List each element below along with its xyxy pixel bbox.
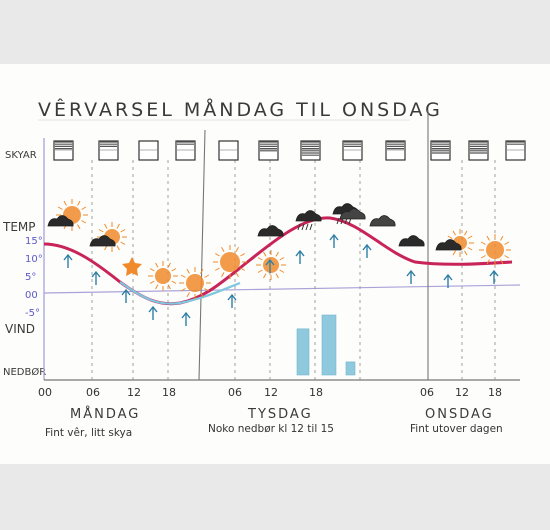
time-guides xyxy=(91,110,496,381)
label-precip: NEDBØR xyxy=(3,366,46,378)
cloud-icon xyxy=(339,208,366,220)
time-label: 00 xyxy=(38,386,52,399)
wind-arrow-icon xyxy=(227,293,237,308)
sky-boxes xyxy=(53,140,526,161)
time-label: 12 xyxy=(127,386,141,399)
sky-box xyxy=(342,140,363,161)
time-label: 06 xyxy=(420,386,434,399)
sky-box xyxy=(53,140,74,161)
precipitation-bars xyxy=(296,314,356,376)
day-name-monday: MÅNDAG xyxy=(70,406,140,422)
rain-icon xyxy=(297,223,313,231)
wind-arrow-icon xyxy=(265,258,275,273)
wind-arrows xyxy=(63,233,499,326)
sky-box xyxy=(300,140,321,161)
sky-box xyxy=(430,140,451,161)
temp-tick: 10° xyxy=(25,254,43,265)
day-name-wednesday: ONSDAG xyxy=(425,407,494,422)
sky-box xyxy=(258,140,279,161)
cloud-icon xyxy=(398,235,425,247)
cloud-icon xyxy=(257,225,284,237)
wind-arrow-icon xyxy=(489,269,499,284)
cloud-icon xyxy=(435,239,462,251)
sun-icon xyxy=(479,234,511,266)
day-summary-tuesday: Noko nedbør kl 12 til 15 xyxy=(208,423,334,435)
cold-segment xyxy=(119,281,241,305)
cloud-icon xyxy=(369,215,396,227)
temp-tick: 5° xyxy=(25,272,36,283)
temp-tick: 15° xyxy=(25,236,43,247)
cloud-icon xyxy=(89,235,116,247)
day-summary-monday: Fint vêr, litt skya xyxy=(45,427,132,439)
precip-bar xyxy=(321,314,337,376)
sun-icon xyxy=(213,245,247,279)
day-name-tuesday: TYSDAG xyxy=(247,407,313,422)
wind-arrow-icon xyxy=(181,311,191,326)
temp-tick: 00 xyxy=(25,290,38,301)
label-sky: SKYAR xyxy=(5,150,37,161)
sky-box xyxy=(385,140,406,161)
sun-icon xyxy=(256,250,286,280)
sun-icon xyxy=(148,261,178,291)
time-label: 06 xyxy=(228,386,242,399)
precip-bar xyxy=(345,361,356,376)
cloud-icon xyxy=(47,215,74,227)
wind-arrow-icon xyxy=(329,233,339,248)
sun-star-icon xyxy=(122,257,142,276)
weather-icons xyxy=(47,199,511,299)
time-label: 06 xyxy=(86,386,100,399)
label-temp: TEMP xyxy=(2,220,36,234)
wind-arrow-icon xyxy=(91,270,101,285)
wind-arrow-icon xyxy=(148,305,158,320)
cloud-icon xyxy=(295,210,322,222)
time-label: 18 xyxy=(309,386,323,399)
time-label: 12 xyxy=(455,386,469,399)
rain-icon xyxy=(336,217,352,225)
sky-box xyxy=(218,140,239,161)
precip-bar xyxy=(296,328,310,376)
wind-arrow-icon xyxy=(443,273,453,288)
time-label: 18 xyxy=(162,386,176,399)
sky-box xyxy=(468,140,489,161)
sky-box xyxy=(98,140,119,161)
day-summary-wednesday: Fint utover dagen xyxy=(410,423,503,435)
time-label: 18 xyxy=(488,386,502,399)
wind-arrow-icon xyxy=(121,288,131,303)
sky-box xyxy=(505,140,526,161)
sky-box xyxy=(175,140,196,161)
sky-box xyxy=(138,140,159,161)
title: VÊRVARSEL MÅNDAG TIL ONSDAG xyxy=(38,98,443,121)
wind-zero-line xyxy=(43,284,521,294)
wind-arrow-icon xyxy=(295,249,305,264)
time-label: 12 xyxy=(264,386,278,399)
wind-arrow-icon xyxy=(406,269,416,284)
sun-icon xyxy=(179,267,211,299)
wind-arrow-icon xyxy=(362,243,372,258)
wind-arrow-icon xyxy=(63,253,73,268)
label-wind: VIND xyxy=(5,322,35,336)
temp-tick: -5° xyxy=(25,308,40,319)
time-axis: 00 06 12 18 06 12 18 06 12 18 xyxy=(38,386,502,399)
